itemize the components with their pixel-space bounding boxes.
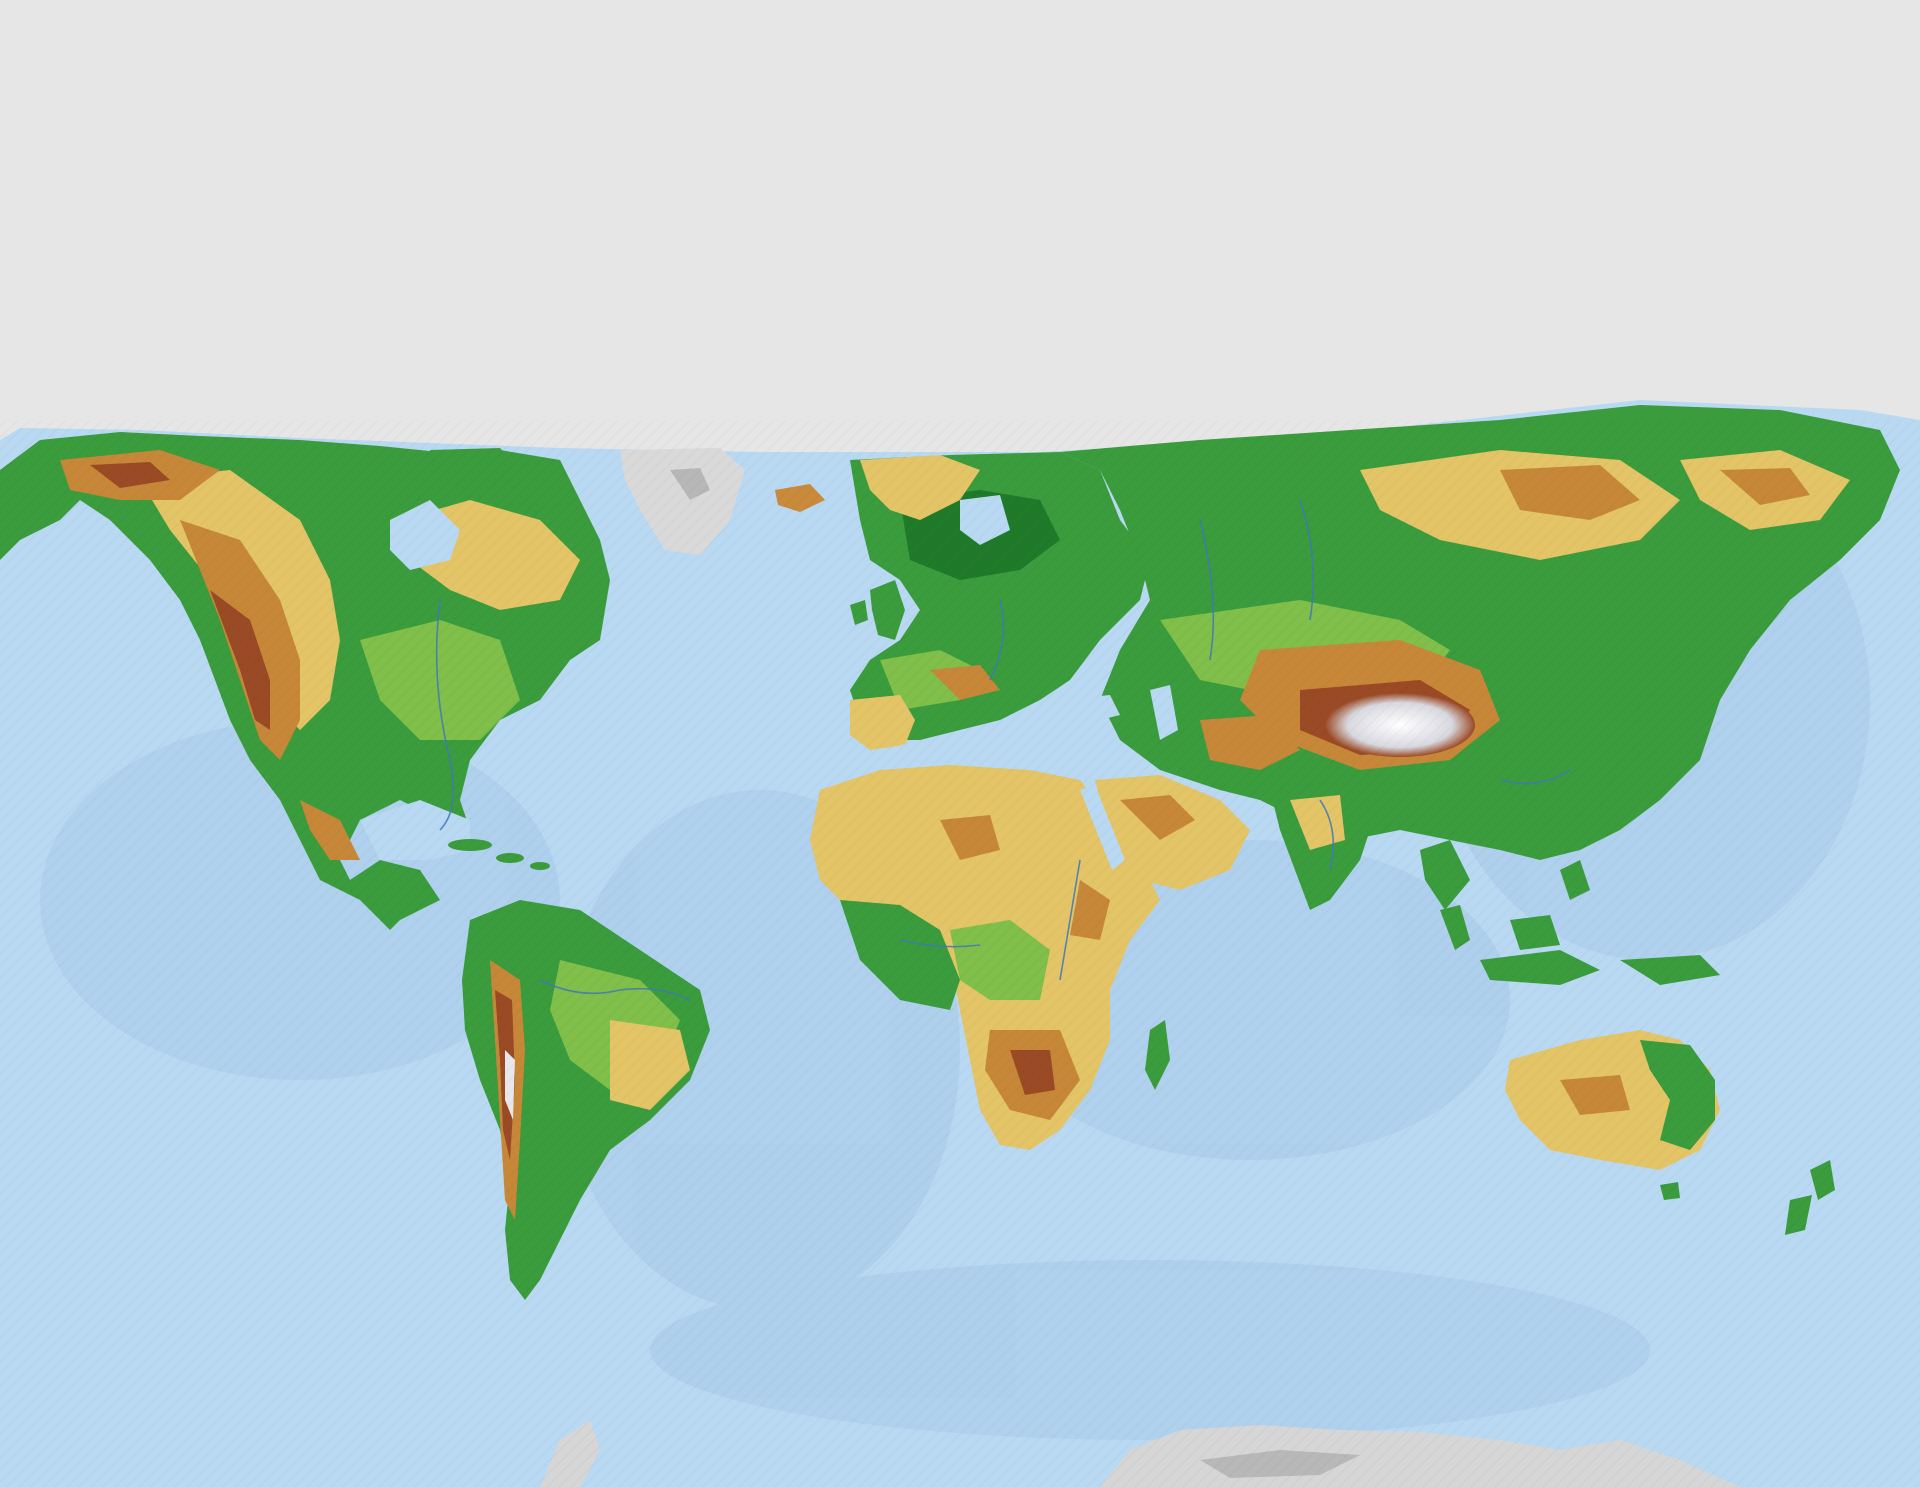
blank-polar-region — [0, 0, 1920, 440]
rivers — [435, 499, 1571, 1001]
relief-texture — [0, 420, 1920, 1487]
